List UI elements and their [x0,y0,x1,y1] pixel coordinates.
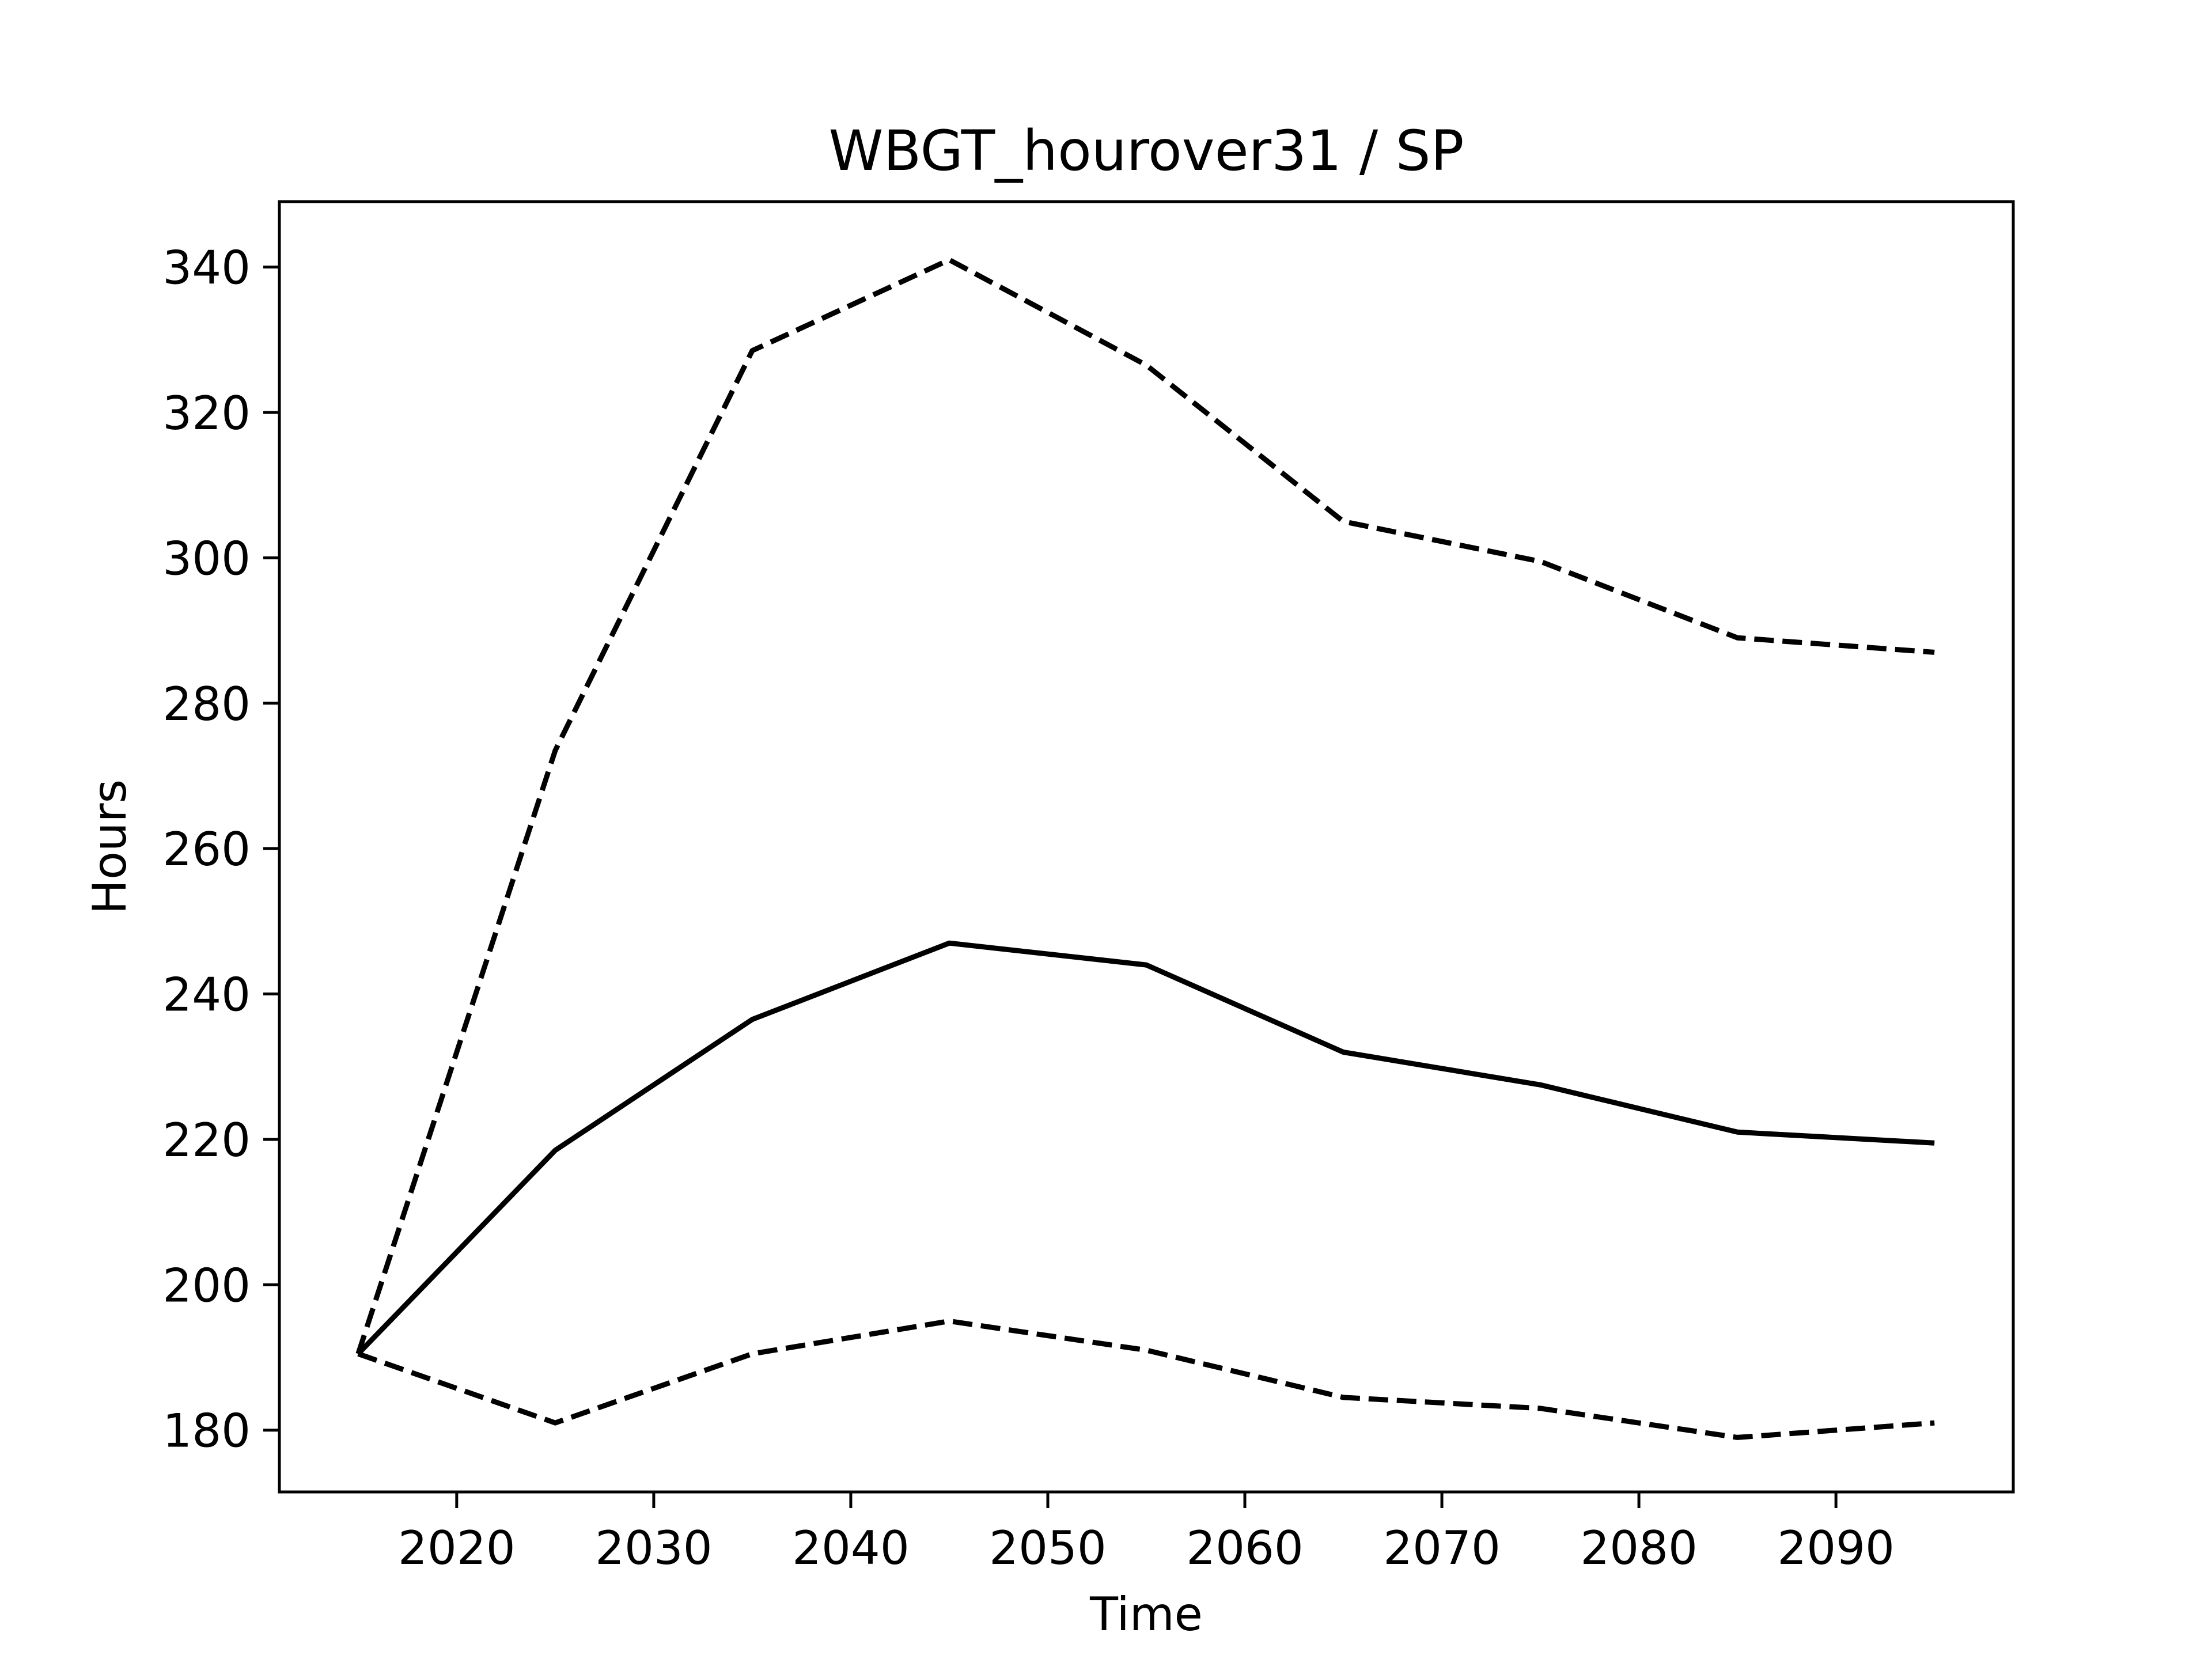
x-tick-label: 2040 [792,1521,910,1575]
dashed-series-line-1 [355,257,1935,1355]
x-axis: 2020 2030 2040 2050 2060 2070 2080 2090 [398,1492,1895,1575]
x-tick-label: 2070 [1383,1521,1501,1575]
chart-title: WBGT_hourover31 / SP [829,119,1464,183]
y-tick-label: 240 [162,968,251,1022]
x-tick-label: 2020 [398,1521,516,1575]
x-tick-label: 2090 [1777,1521,1895,1575]
y-tick-label: 260 [162,823,251,876]
y-axis: 180 200 220 240 260 280 300 320 340 [162,241,279,1458]
y-tick-label: 280 [162,677,251,731]
series-layer [355,257,1935,1440]
x-tick-label: 2050 [989,1521,1107,1575]
y-tick-label: 220 [162,1113,251,1167]
dashed-series-line-2 [357,1318,1935,1440]
y-tick-label: 320 [162,387,251,440]
x-axis-label: Time [1089,1588,1203,1641]
solid-series-line [356,940,1935,1356]
x-tick-label: 2060 [1186,1521,1304,1575]
y-tick-label: 340 [162,241,251,295]
y-tick-label: 300 [162,532,251,585]
x-tick-label: 2030 [595,1521,713,1575]
x-tick-label: 2080 [1580,1521,1698,1575]
y-tick-label: 180 [162,1404,251,1458]
plot-frame [278,200,2015,1494]
y-tick-label: 200 [162,1259,251,1312]
y-axis-label: Hours [83,779,137,914]
